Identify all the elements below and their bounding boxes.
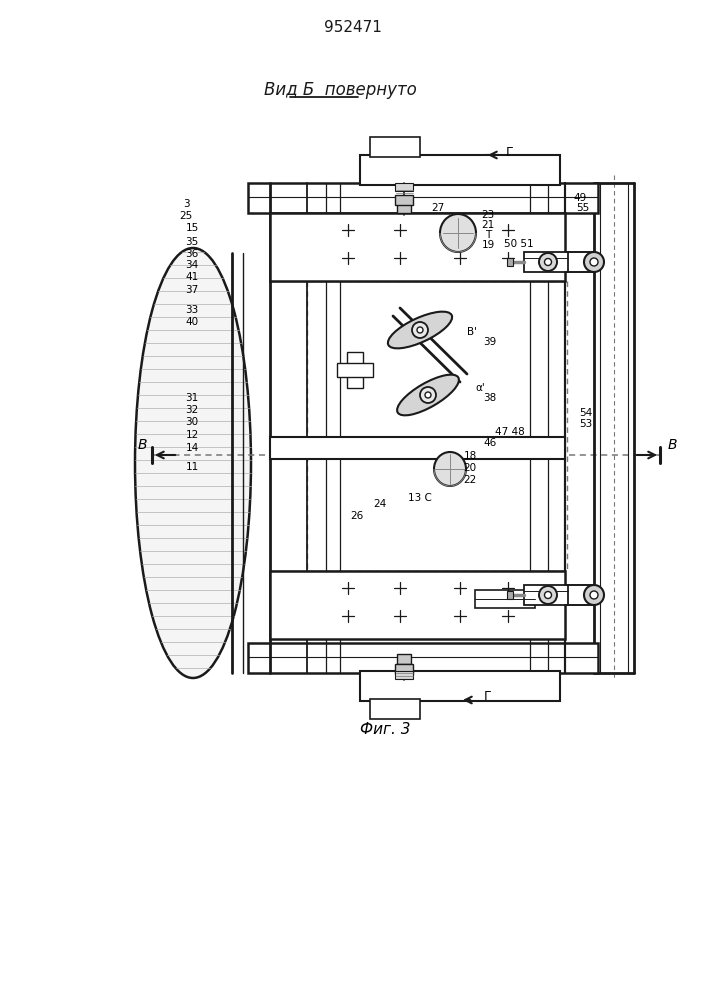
Circle shape [544,591,551,598]
Ellipse shape [135,248,251,678]
Bar [248,643,598,673]
Bar [395,671,413,679]
Bar [360,671,560,701]
Text: 36: 36 [185,249,199,259]
Bar [397,654,411,664]
Circle shape [417,327,423,333]
Circle shape [412,322,428,338]
Text: 26: 26 [351,511,363,521]
Text: В: В [667,438,677,452]
Bar [524,585,568,605]
Bar [360,155,560,185]
Circle shape [420,387,436,403]
Bar [370,699,420,719]
Bar [565,585,595,605]
Bar [395,183,413,191]
Text: 47 48: 47 48 [495,427,525,437]
Text: 38: 38 [484,393,496,403]
Circle shape [590,258,598,266]
Text: 20: 20 [463,463,477,473]
Text: В': В' [467,327,477,337]
Ellipse shape [397,375,459,415]
Ellipse shape [388,312,452,348]
Text: В: В [137,438,147,452]
Bar [270,213,565,281]
Text: α': α' [475,383,485,393]
Text: 19: 19 [481,240,495,250]
Text: 32: 32 [185,405,199,415]
Text: 24: 24 [373,499,387,509]
Text: 30: 30 [185,417,199,427]
Text: 3: 3 [182,199,189,209]
Ellipse shape [440,214,476,252]
Text: 25: 25 [180,211,192,221]
Text: 34: 34 [185,260,199,270]
Text: Г: Г [506,145,514,158]
Text: 18: 18 [463,451,477,461]
Text: 37: 37 [185,285,199,295]
Ellipse shape [434,452,466,486]
Bar [337,363,373,377]
Bar [565,252,595,272]
Bar [347,352,363,388]
Text: 21: 21 [481,220,495,230]
Bar [270,437,565,459]
Text: 22: 22 [463,475,477,485]
Text: 50 51: 50 51 [504,239,534,249]
Text: 14: 14 [185,443,199,453]
Text: 46: 46 [484,438,496,448]
Text: 11: 11 [185,462,199,472]
Text: Вид Б  повернуто: Вид Б повернуто [264,81,416,99]
Text: 952471: 952471 [324,20,382,35]
Text: 54: 54 [579,408,592,418]
Text: 33: 33 [185,305,199,315]
Circle shape [584,585,604,605]
Text: 31: 31 [185,393,199,403]
Circle shape [590,591,598,599]
Bar [507,591,513,599]
Bar [395,664,413,674]
Bar [370,137,420,157]
Circle shape [539,253,557,271]
Bar [395,195,413,205]
Text: 12: 12 [185,430,199,440]
Text: 55: 55 [576,203,590,213]
Text: 15: 15 [185,223,199,233]
Bar [475,590,535,608]
Text: 41: 41 [185,272,199,282]
Circle shape [584,252,604,272]
Bar [397,203,411,213]
Bar [507,258,513,266]
Text: 23: 23 [481,210,495,220]
Circle shape [539,586,557,604]
Text: 53: 53 [579,419,592,429]
Text: 49: 49 [573,193,587,203]
Text: 39: 39 [484,337,496,347]
Text: 35: 35 [185,237,199,247]
Text: 13 C: 13 C [408,493,432,503]
Text: 40: 40 [185,317,199,327]
Bar [524,252,568,272]
Text: 27: 27 [431,203,445,213]
Text: Фиг. 3: Фиг. 3 [360,722,410,738]
Text: T: T [485,230,491,240]
Bar [248,183,598,213]
Circle shape [544,258,551,265]
Circle shape [425,392,431,398]
Bar [270,571,565,639]
Text: Г: Г [484,690,492,704]
